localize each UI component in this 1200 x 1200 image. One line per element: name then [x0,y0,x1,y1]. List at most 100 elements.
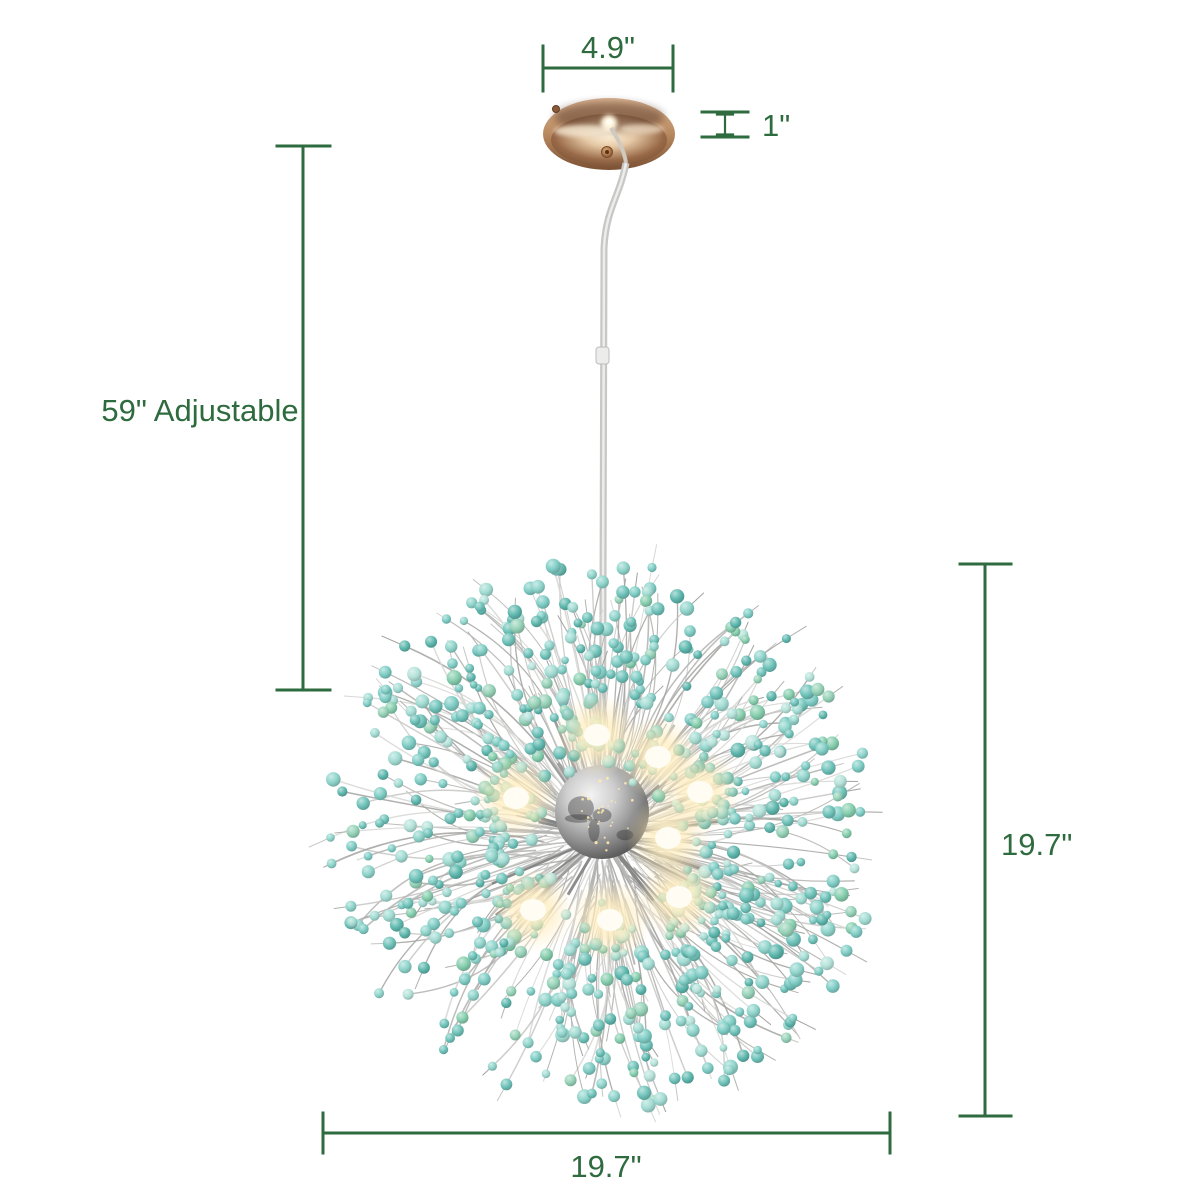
bead [408,868,424,884]
bead [753,650,767,663]
bead [590,679,601,689]
bead [681,1071,694,1084]
bead [716,668,728,680]
bead [826,979,840,993]
bead [773,746,785,758]
bead [649,1058,659,1067]
bead [619,650,633,664]
bead [370,727,380,738]
bead [451,850,464,863]
bead [629,1068,639,1078]
bead [425,635,438,648]
bead [441,614,452,624]
bead [410,794,422,806]
bead [527,662,537,671]
bead [740,913,752,925]
ball-sparkle [590,785,593,788]
bead [819,891,832,903]
bead [466,597,478,609]
bead [337,786,348,797]
bead [509,1029,521,1041]
bead [726,845,741,859]
ball-sparkle [606,841,610,845]
bead [710,941,722,953]
bead [538,992,553,1007]
bead [473,720,483,730]
bead [326,772,341,787]
bead [801,761,811,771]
bead [779,921,795,937]
wire [350,850,549,907]
bead [804,672,815,682]
bead [850,925,863,938]
crystal-beads [326,558,872,1113]
bead [630,670,643,684]
bead [395,850,408,863]
bead [729,864,739,875]
bead [583,650,595,662]
bead [800,684,815,700]
bead [614,1033,626,1044]
bead [546,976,561,990]
wire [415,849,537,877]
bead [822,805,836,819]
ball-sparkle [586,797,591,801]
bead [463,809,476,822]
ball-reflection-spot [564,814,593,823]
ball-sparkle [617,788,620,790]
bead [691,717,703,729]
bead [643,1069,656,1082]
cable-length-label: 59" Adjustable [101,393,298,428]
bead [375,818,385,828]
bead [755,975,770,989]
bead [790,714,799,724]
bead [557,664,567,675]
canopy-hub-pin [605,150,609,154]
bead [746,1003,761,1018]
bead [578,1032,590,1044]
bead [481,888,491,899]
ball-reflection-spot [567,796,594,820]
bead [846,851,857,863]
bead [477,972,491,986]
bead [447,658,458,669]
bead [668,1072,681,1085]
bead [621,973,633,986]
bead [768,944,784,960]
bead [455,709,469,723]
bead [792,704,803,715]
bead [399,927,411,939]
bead [429,699,443,714]
bead [417,961,430,974]
bead [693,650,702,659]
bulb-core [687,781,713,803]
bead [765,800,780,815]
bead [851,759,865,773]
bead [369,910,380,921]
ball-sparkle [611,821,614,824]
bead [675,1015,687,1027]
bead [361,865,375,879]
bead [409,714,421,726]
bead [757,940,772,955]
bead [587,1088,597,1099]
bead [741,655,752,666]
bead [717,1021,731,1035]
bead [774,879,783,888]
bead [600,972,614,986]
bead [841,802,856,818]
bead [723,829,733,839]
bead [494,947,505,958]
bead [439,1018,450,1029]
bead [737,1049,750,1063]
bead [757,876,766,885]
bead [380,684,391,695]
bead [530,615,543,628]
bead [684,625,696,637]
bead [503,665,515,676]
bead [809,900,824,915]
bead [789,796,799,806]
bead [445,1033,455,1043]
bead [587,973,597,983]
